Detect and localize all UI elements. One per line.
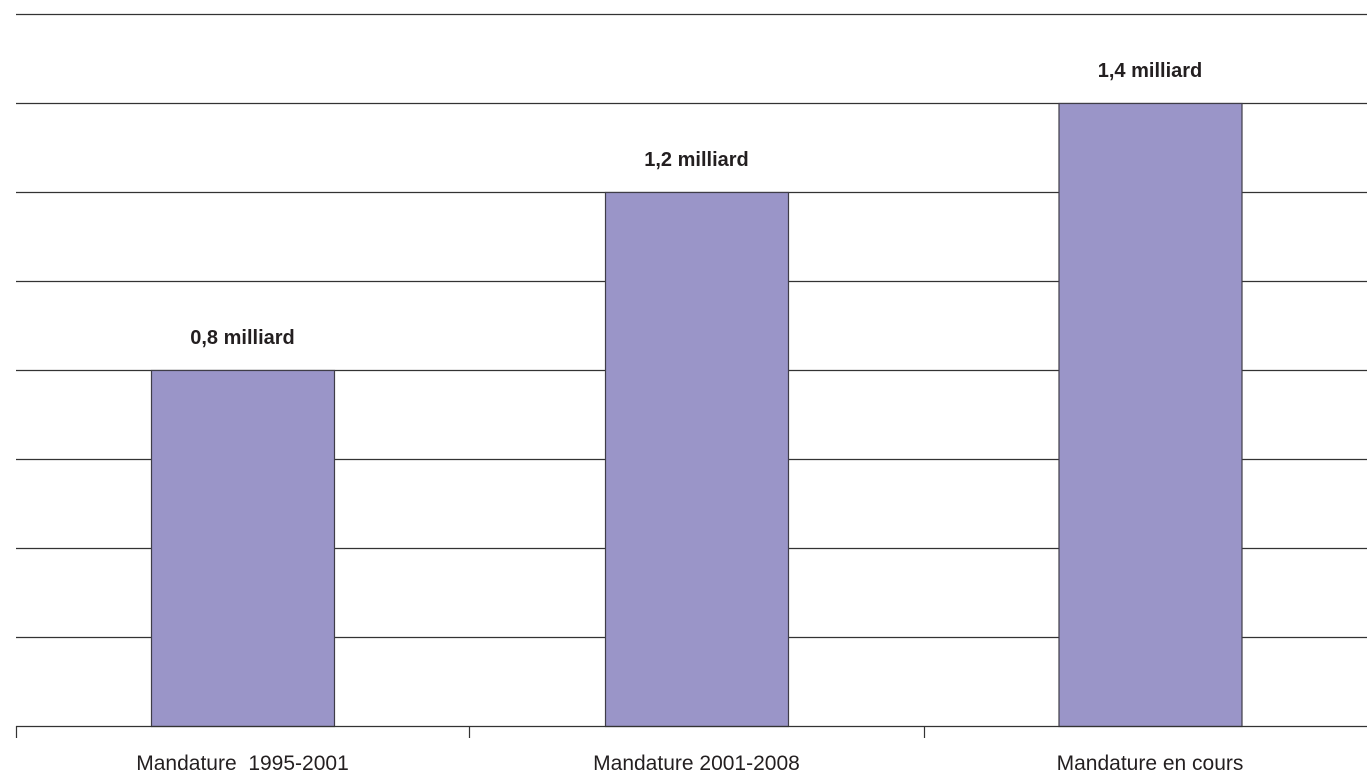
x-axis [15, 725, 1367, 738]
bar [150, 369, 336, 728]
bar [1058, 102, 1243, 728]
x-tick-label: Mandature en cours [1057, 752, 1244, 775]
bar-layer [150, 102, 1243, 728]
label-layer: 0,8 milliard 1,2 milliard 1,4 milliard Mand… [136, 60, 1243, 775]
data-label: 1,4 milliard [1098, 60, 1203, 82]
data-label: 0,8 milliard [190, 327, 295, 349]
x-tick-label: Mandature 1995-2001 [136, 752, 349, 775]
data-label: 1,2 milliard [644, 149, 749, 171]
bar [604, 191, 790, 728]
x-tick-label: Mandature 2001-2008 [593, 752, 800, 775]
